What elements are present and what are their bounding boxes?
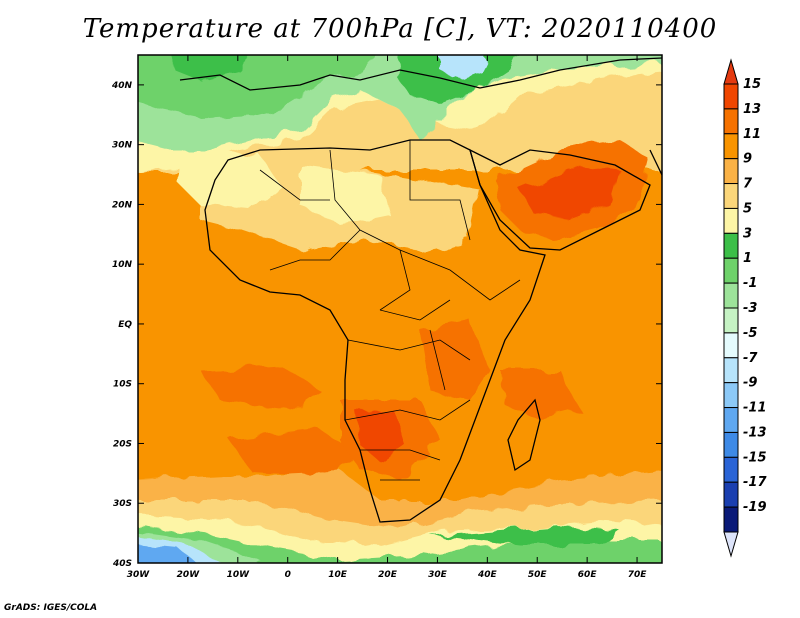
- temperature-field: [138, 55, 662, 563]
- lon-tick-label: 30E: [428, 570, 448, 580]
- colorbar-swatch: [723, 83, 739, 110]
- colorbar-swatch: [723, 307, 739, 334]
- lon-tick-label: 10E: [328, 570, 348, 580]
- colorbar-level-label: -13: [743, 425, 767, 440]
- lat-tick-label: 30N: [112, 141, 133, 151]
- map-title: Temperature at 700hPa [C], VT: 202011040…: [82, 14, 718, 44]
- colorbar-swatch: [723, 407, 739, 433]
- africa-coastline: [204, 139, 546, 523]
- colorbar-swatch: [723, 133, 739, 160]
- colorbar-level-label: 5: [743, 201, 752, 216]
- lon-tick-label: 50E: [528, 570, 548, 580]
- colorbar-level-label: 15: [743, 77, 761, 92]
- colorbar-swatch: [723, 481, 739, 508]
- colorbar-level-label: -3: [743, 301, 757, 316]
- lon-tick-label: 20E: [378, 570, 398, 580]
- coastlines: [179, 57, 662, 523]
- lat-tick-label: 10N: [112, 260, 133, 270]
- colorbar-level-label: -7: [743, 351, 758, 366]
- colorbar-swatch: [723, 207, 739, 234]
- colorbar-swatch: [723, 357, 739, 384]
- colorbar-level-label: -5: [743, 326, 757, 341]
- lat-tick-label: 20S: [113, 439, 132, 449]
- colorbar-bottom-arrow: [723, 531, 739, 558]
- india-coastline: [649, 149, 662, 176]
- lon-tick-label: 0: [285, 570, 291, 580]
- colorbar-swatch: [723, 431, 739, 458]
- country-borders: [259, 140, 521, 481]
- colorbar-swatch: [723, 158, 739, 185]
- colorbar-swatch: [723, 382, 739, 409]
- colorbar-level-label: -19: [743, 500, 767, 515]
- colorbar-level-label: 13: [743, 102, 761, 117]
- axis-ticks: 30W 20W 10W 0 10E 20E 30E 40E 50E 60E 70E 40N 30N 20N…: [111, 55, 662, 580]
- lat-tick-label: 40S: [112, 559, 132, 569]
- lon-tick-label: 10W: [227, 570, 251, 580]
- lon-tick-label: 30W: [127, 570, 151, 580]
- lat-tick-label: EQ: [118, 320, 132, 330]
- colorbar-level-label: -1: [743, 276, 757, 291]
- colorbar-level-label: 7: [743, 177, 753, 192]
- colorbar: 15 13 11 9 7 5 3 1 -1 -3 -5 -7 -9 -11 -13 -15 -17 -19: [723, 58, 767, 558]
- map-frame: [137, 54, 663, 564]
- colorbar-swatch: [723, 183, 739, 209]
- colorbar-swatch: [723, 257, 739, 284]
- colorbar-level-label: 1: [743, 251, 752, 266]
- colorbar-swatch: [723, 232, 739, 259]
- colorbar-top-arrow: [723, 58, 739, 85]
- grads-credit: GrADS: IGES/COLA: [4, 603, 98, 613]
- colorbar-level-label: 9: [743, 152, 752, 167]
- colorbar-swatch: [723, 332, 739, 359]
- lon-tick-label: 40E: [477, 570, 498, 580]
- lat-tick-label: 10S: [113, 380, 132, 390]
- colorbar-swatch: [723, 506, 739, 533]
- europe-coastline: [179, 57, 662, 91]
- colorbar-level-label: -9: [743, 376, 757, 391]
- colorbar-level-label: -15: [743, 450, 767, 465]
- madagascar-coastline: [507, 398, 541, 472]
- lon-tick-label: 60E: [578, 570, 598, 580]
- lon-tick-label: 70E: [628, 570, 648, 580]
- lat-tick-label: 40N: [111, 81, 133, 91]
- colorbar-swatch: [723, 456, 739, 483]
- colorbar-level-label: -11: [743, 401, 767, 416]
- colorbar-level-label: -17: [743, 475, 767, 490]
- lat-tick-label: 20N: [112, 200, 133, 210]
- colorbar-level-label: 11: [743, 127, 761, 142]
- colorbar-swatch: [723, 282, 739, 309]
- lat-tick-label: 30S: [113, 499, 132, 509]
- colorbar-level-label: 3: [743, 226, 752, 241]
- lon-tick-label: 20W: [177, 570, 201, 580]
- arabia-coastline: [468, 148, 651, 251]
- colorbar-swatch: [723, 108, 739, 135]
